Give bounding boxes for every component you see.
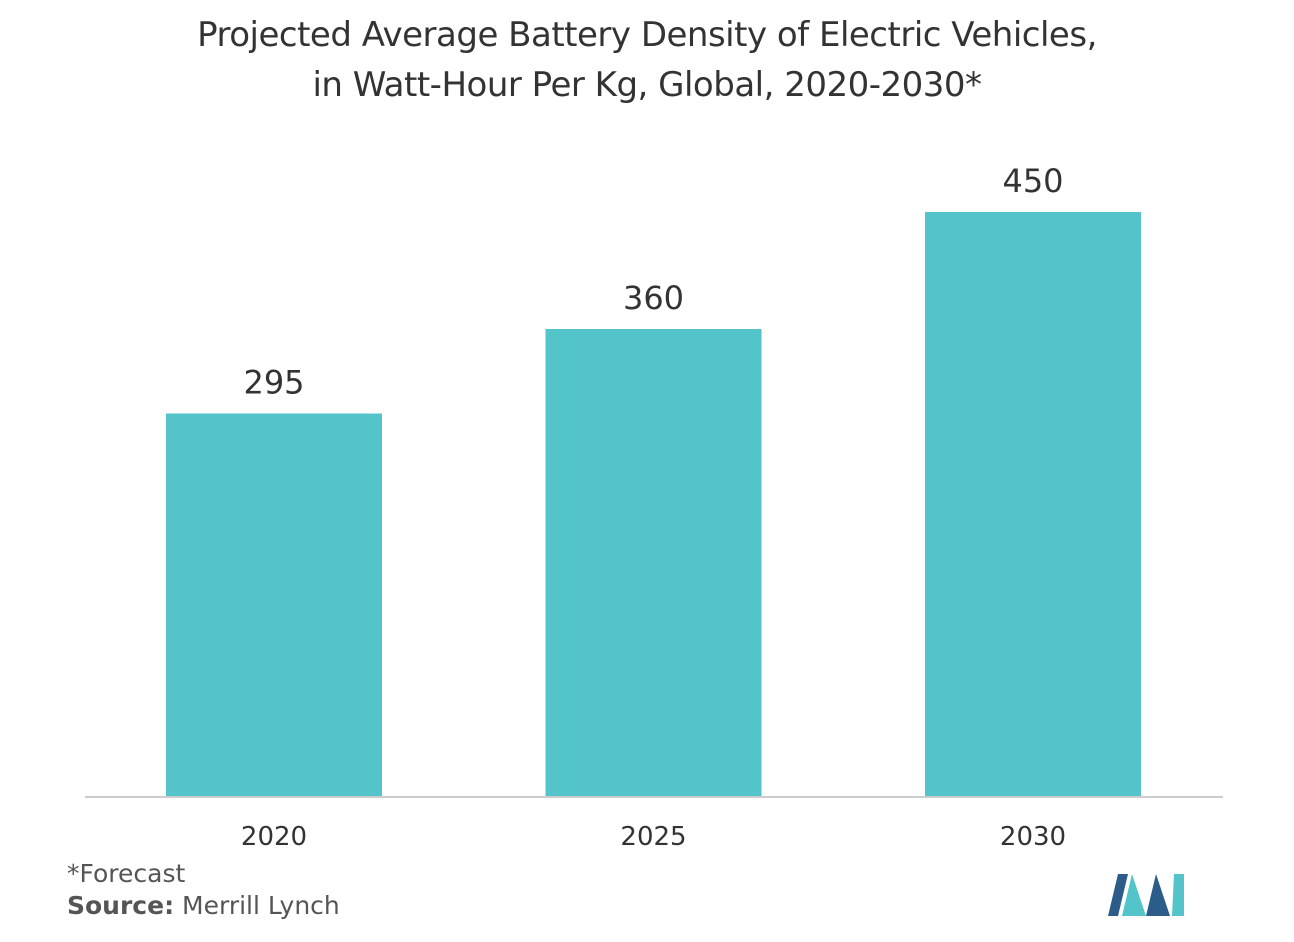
- x-tick-label-2025: 2025: [620, 822, 686, 852]
- bar-2030: [925, 212, 1141, 797]
- value-label-2020: 295: [243, 364, 304, 402]
- footnote: *Forecast: [67, 859, 186, 888]
- bar-2025: [545, 329, 762, 797]
- source-line: Source: Merrill Lynch: [67, 890, 340, 922]
- value-labels-layer: 295 360 450: [243, 162, 1063, 402]
- value-label-2025: 360: [623, 279, 684, 317]
- source-label: Source:: [67, 891, 175, 920]
- logo-shape-mid: [1122, 874, 1146, 916]
- logo-shape-left: [1108, 874, 1128, 916]
- source-value: Merrill Lynch: [182, 891, 340, 920]
- bars-layer: [166, 212, 1141, 797]
- mordor-intelligence-logo-icon: [1108, 874, 1184, 916]
- chart-title: Projected Average Battery Density of Ele…: [0, 10, 1294, 110]
- value-label-2030: 450: [1002, 162, 1063, 200]
- bar-2020: [166, 413, 382, 797]
- logo-shape-edge: [1172, 874, 1184, 916]
- x-tick-label-2030: 2030: [1000, 822, 1066, 852]
- chart-title-line-1: Projected Average Battery Density of Ele…: [197, 15, 1097, 55]
- x-tick-labels-layer: 2020 2025 2030: [241, 822, 1066, 852]
- logo-shape-right: [1146, 874, 1170, 916]
- x-tick-label-2020: 2020: [241, 822, 307, 852]
- chart-title-line-2: in Watt-Hour Per Kg, Global, 2020-2030*: [312, 65, 982, 105]
